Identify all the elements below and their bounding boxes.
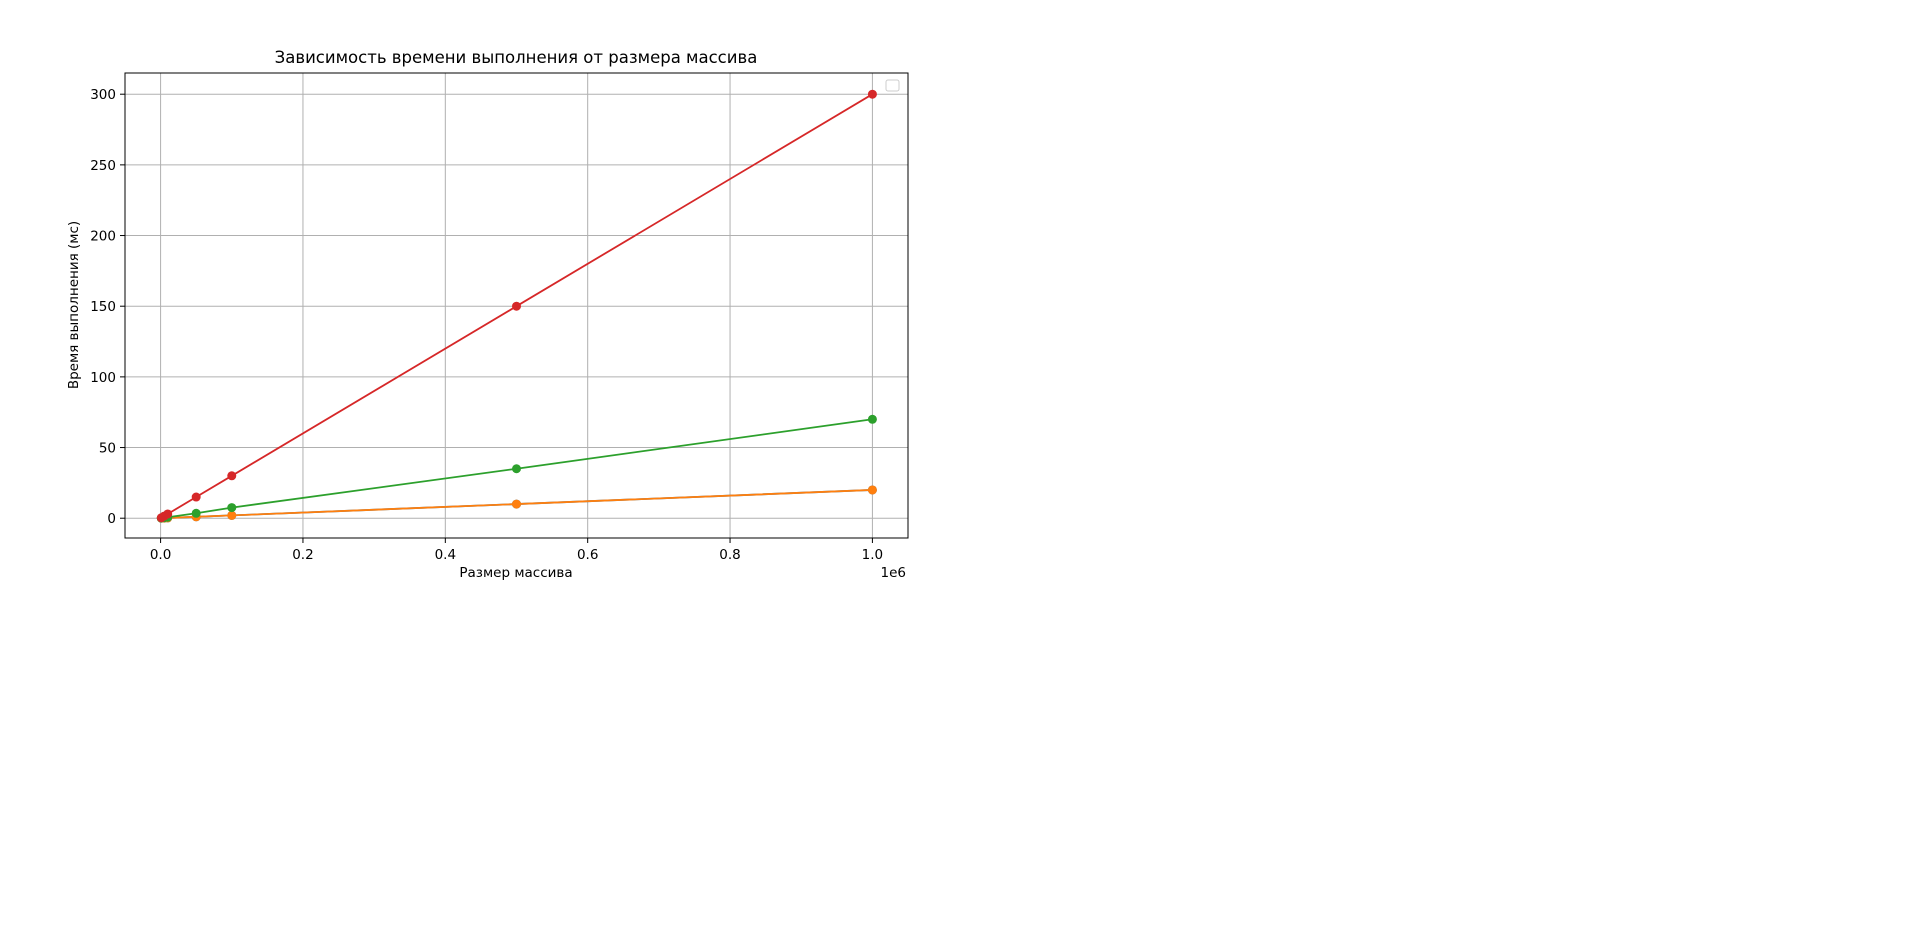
series-2-point xyxy=(867,485,877,495)
chart-title: Зависимость времени выполнения от размер… xyxy=(275,48,758,67)
grid-lines xyxy=(125,73,908,538)
y-tick-label: 100 xyxy=(90,370,116,386)
series-4-point xyxy=(512,301,521,311)
x-tick-label: 0.6 xyxy=(577,547,598,563)
axis-ticks: 0.0 0.2 0.4 0.6 0.8 1.0 0 50 100 150 200 250 300 xyxy=(90,87,883,563)
series-4-point xyxy=(163,509,173,519)
x-tick-label: 0.8 xyxy=(719,547,740,563)
series-3-point xyxy=(227,503,237,513)
plot-series xyxy=(156,89,877,523)
plot-frame xyxy=(124,72,909,539)
series-4-point xyxy=(191,492,201,502)
x-axis-label: Размер массива xyxy=(459,565,572,581)
series-4-point xyxy=(867,89,877,99)
y-axis-label: Время выполнения (мс) xyxy=(66,221,82,389)
x-tick-label: 0.0 xyxy=(150,547,171,563)
series-3-point xyxy=(191,508,201,518)
series-2-point xyxy=(227,510,237,520)
y-tick-label: 150 xyxy=(90,299,116,315)
y-tick-label: 200 xyxy=(90,229,116,245)
y-tick-label: 50 xyxy=(99,441,116,457)
x-tick-label: 0.2 xyxy=(292,547,313,563)
series-4-point xyxy=(227,471,237,481)
y-tick-label: 250 xyxy=(90,158,116,174)
x-tick-label: 0.4 xyxy=(435,547,456,563)
legend-box xyxy=(885,79,900,92)
series-3-point xyxy=(512,464,521,474)
series-3-point xyxy=(867,414,877,424)
x-offset-text: 1e6 xyxy=(881,565,906,581)
series-2-point xyxy=(512,499,521,509)
y-tick-label: 300 xyxy=(90,87,116,103)
x-tick-label: 1.0 xyxy=(862,547,883,563)
y-tick-label: 0 xyxy=(107,511,116,527)
